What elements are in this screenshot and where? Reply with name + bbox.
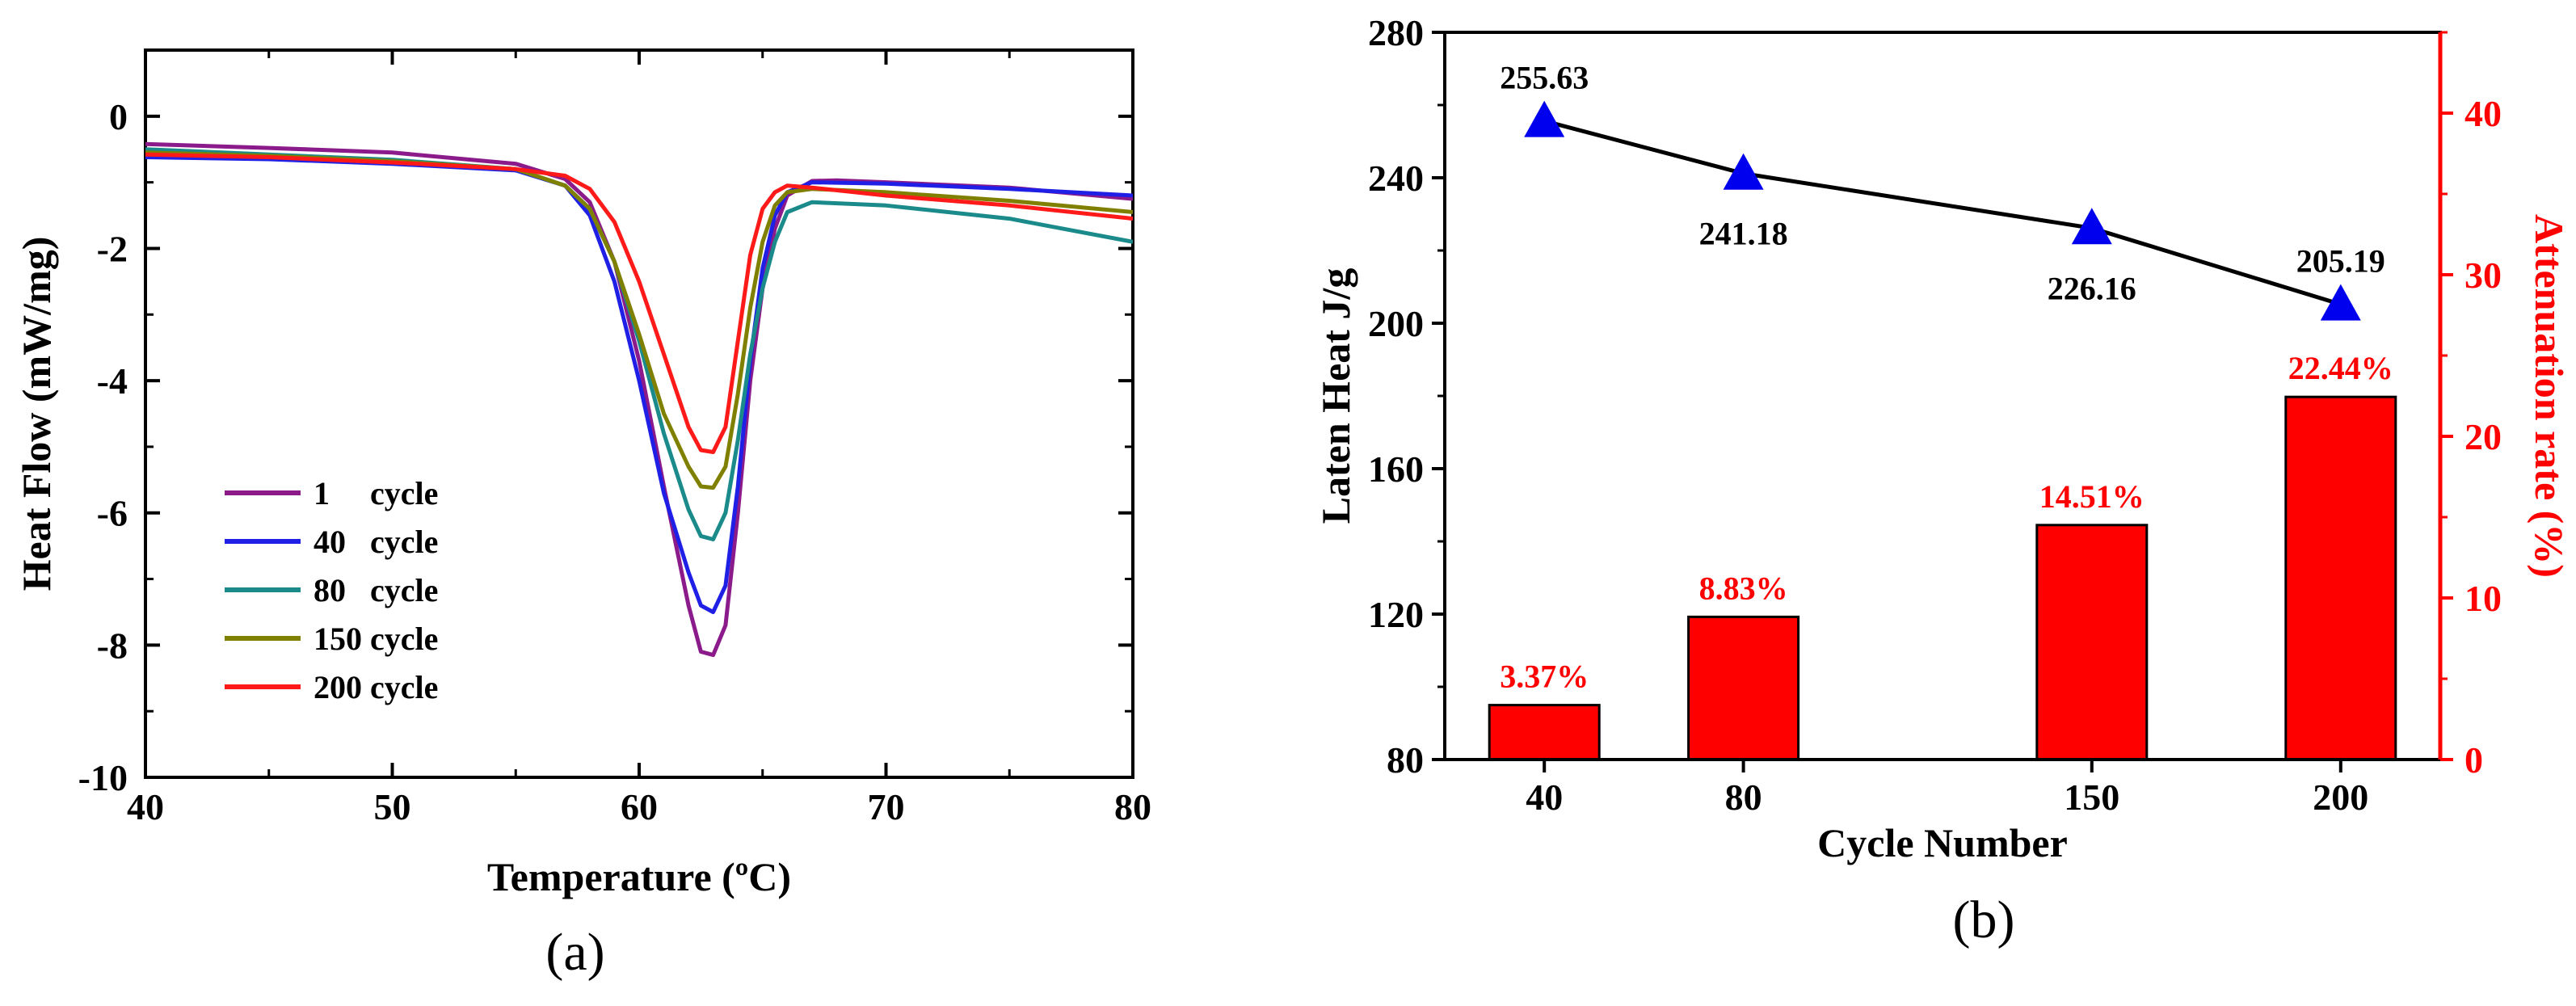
panel-b-x-axis-title: Cycle Number <box>1817 820 2068 865</box>
b-y2-tick-label: 20 <box>2464 416 2502 457</box>
b-y2-tick-label: 30 <box>2464 255 2502 296</box>
legend-label-4: 200 cycle <box>314 669 438 705</box>
legend-label-0: 1 cycle <box>314 475 438 511</box>
b-y-tick-label: 280 <box>1368 12 1424 53</box>
a-y-tick-label: -4 <box>97 360 128 402</box>
panel-b-label: (b) <box>1953 890 2015 949</box>
triangle-marker <box>2071 208 2112 245</box>
triangle-marker <box>1524 100 1565 137</box>
b-x-tick-label: 150 <box>2064 777 2119 818</box>
b-y-tick-label: 120 <box>1368 594 1424 635</box>
b-x-tick-label: 80 <box>1725 777 1762 818</box>
b-x-tick-label: 200 <box>2313 777 2368 818</box>
panel-a-label: (a) <box>545 923 604 982</box>
panel-b-line-series: 255.63 241.18 226.16 205.19 <box>1500 60 2385 321</box>
a-x-tick-label: 40 <box>127 786 164 827</box>
panel-a-ticks: 40 50 60 70 80 -10 -8 -6 -4 -2 0 <box>78 48 1151 827</box>
bar-value-label: 8.83% <box>1699 570 1788 606</box>
curve-series-0 <box>145 141 1134 658</box>
a-y-tick-label: -10 <box>78 757 128 798</box>
point-value-label: 241.18 <box>1699 216 1788 252</box>
panel-b-bars: 3.37% 8.83% 14.51% 22.44% <box>1488 350 2397 761</box>
b-x-tick-label: 40 <box>1526 777 1563 818</box>
b-y-tick-label: 240 <box>1368 158 1424 199</box>
line-path <box>1543 119 2342 306</box>
curve-series-1 <box>145 155 1134 614</box>
b-y-tick-label: 160 <box>1368 448 1424 490</box>
point-value-label: 255.63 <box>1500 60 1589 96</box>
bar-value-label: 3.37% <box>1500 659 1589 695</box>
curve-series-4 <box>145 152 1134 454</box>
bar-150 <box>2035 524 2149 761</box>
legend-label-1: 40 cycle <box>314 524 438 560</box>
b-y-tick-label: 80 <box>1387 739 1424 781</box>
legend-label-2: 80 cycle <box>314 572 438 608</box>
bar-40 <box>1488 704 1601 761</box>
a-x-tick-label: 60 <box>621 786 658 827</box>
a-y-tick-label: -6 <box>97 493 128 534</box>
bar-value-label: 14.51% <box>2039 478 2145 515</box>
panel-b-y-axis-title: Laten Heat J/g <box>1313 268 1358 524</box>
a-x-tick-label: 50 <box>374 786 411 827</box>
curve-series-2 <box>145 147 1134 541</box>
point-value-label: 226.16 <box>2048 270 2136 306</box>
b-y2-tick-label: 0 <box>2464 739 2483 781</box>
a-y-tick-label: -8 <box>97 625 128 666</box>
panel-a-y-axis-title: Heat Flow (mW/mg) <box>14 237 59 591</box>
panel-a-chart: 40 50 60 70 80-10-8-6-4-20 Temperature (ºC) … <box>14 48 1151 982</box>
panel-b-chart: 3.37% 8.83% 14.51% 22.44% 255.63 241.18 226.1… <box>1313 12 2572 949</box>
bar-value-label: 22.44% <box>2288 350 2393 386</box>
curve-series-3 <box>145 150 1134 490</box>
panel-a-x-axis-title: Temperature (ºC) <box>487 854 791 899</box>
triangle-marker <box>1723 153 1764 190</box>
panel-a-legend: 1 cycle 40 cycle 80 cycle 150 cycle 200 cycl… <box>225 475 438 705</box>
a-y-tick-label: -2 <box>97 228 128 269</box>
point-value-label: 205.19 <box>2296 243 2385 280</box>
b-y2-tick-label: 40 <box>2464 93 2502 134</box>
b-y2-tick-label: 10 <box>2464 578 2502 619</box>
triangle-marker <box>2320 284 2361 321</box>
panel-a-curves <box>145 141 1134 658</box>
panel-b-y2-axis-title: Attenuation rate (%) <box>2527 214 2572 578</box>
a-x-tick-label: 70 <box>868 786 905 827</box>
bar-80 <box>1687 615 1800 761</box>
bar-200 <box>2284 395 2397 761</box>
a-x-tick-label: 80 <box>1114 786 1151 827</box>
b-y-tick-label: 200 <box>1368 303 1424 344</box>
a-y-tick-label: 0 <box>109 96 128 137</box>
legend-label-3: 150 cycle <box>314 621 438 657</box>
panel-b-ticks: 40 80 150 200 80 120 160 200 240 280 0 10 20 30 40 <box>1368 12 2502 818</box>
